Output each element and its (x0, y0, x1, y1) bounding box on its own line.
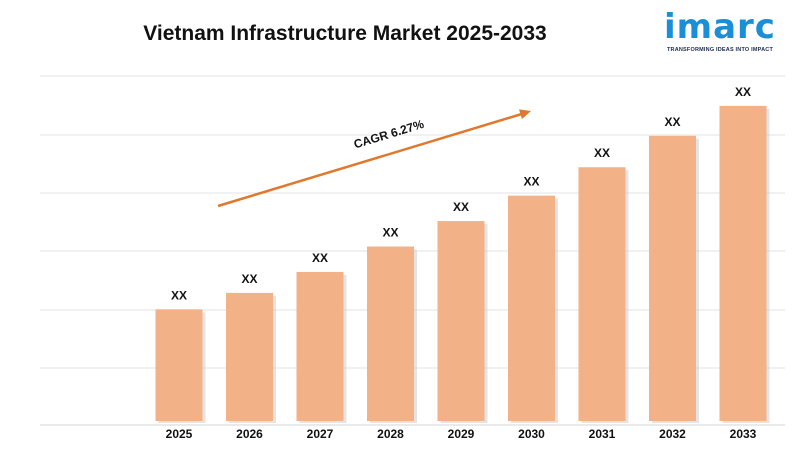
chart-title: Vietnam Infrastructure Market 2025-2033 (143, 22, 547, 45)
data-label-2030: XX (523, 175, 539, 189)
data-labels: XX XX XX XX XX XX XX XX XX (171, 85, 751, 302)
data-label-2029: XX (453, 200, 469, 214)
tick-label-2026: 2026 (236, 427, 263, 441)
tick-label-2029: 2029 (448, 427, 475, 441)
bar-2027 (296, 271, 344, 421)
bars (155, 105, 770, 424)
bar-2030 (508, 195, 555, 421)
x-axis-ticks: 2025 2026 2027 2028 2029 2030 2031 2032 2033 (166, 427, 757, 441)
tick-label-2028: 2028 (377, 427, 404, 441)
tick-label-2027: 2027 (307, 427, 334, 441)
data-label-2026: XX (241, 272, 257, 286)
data-label-2032: XX (664, 115, 680, 129)
tick-label-2033: 2033 (730, 427, 757, 441)
logo-tagline: TRANSFORMING IDEAS INTO IMPACT (666, 47, 774, 53)
data-label-2028: XX (382, 226, 398, 240)
bar-2026 (226, 292, 273, 421)
bar-2033 (719, 105, 767, 422)
data-label-2031: XX (594, 146, 610, 160)
cagr-arrow-head (519, 109, 531, 119)
bar-2032 (649, 135, 696, 422)
bar-2029 (437, 221, 485, 421)
tick-label-2025: 2025 (166, 427, 193, 441)
tick-label-2031: 2031 (589, 427, 616, 441)
cagr-arrow: CAGR 6.27% (217, 109, 531, 208)
tick-label-2032: 2032 (659, 427, 686, 441)
data-label-2025: XX (171, 288, 187, 302)
tick-label-2030: 2030 (518, 427, 545, 441)
bar-2028 (367, 246, 414, 421)
bar-2031 (578, 167, 626, 421)
imarc-logo: imarc TRANSFORMING IDEAS INTO IMPACT (654, 8, 786, 53)
data-label-2027: XX (312, 251, 328, 265)
data-label-2033: XX (735, 85, 751, 99)
bar-2025 (155, 309, 203, 421)
cagr-arrow-line (217, 111, 526, 208)
logo-wordmark: imarc (664, 7, 776, 47)
